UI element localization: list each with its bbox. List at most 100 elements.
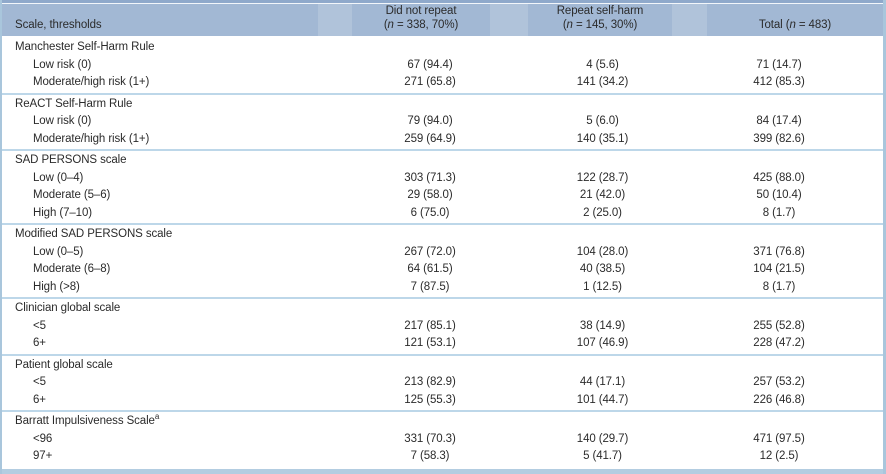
table-row: Low risk (0) 79 (94.0) 5 (6.0) 84 (17.4) [2, 113, 883, 131]
cell-did-not-repeat: 121 (53.1) [404, 337, 456, 350]
cell-repeat-self-harm: 40 (38.5) [579, 263, 626, 276]
header-column-gap [490, 4, 528, 37]
cell-repeat-self-harm: 4 (5.6) [586, 58, 619, 71]
row-threshold-label: <96 [33, 432, 53, 445]
cell-total: 257 (53.2) [753, 376, 805, 389]
cell-total: 228 (47.2) [753, 337, 805, 350]
cell-repeat-self-harm: 140 (35.1) [576, 132, 629, 145]
row-threshold-label: Moderate/high risk (1+) [33, 132, 150, 145]
cell-total: 226 (46.8) [753, 393, 805, 406]
cell-total: 8 (1.7) [762, 280, 796, 293]
section-label: SAD PERSONS scale [15, 154, 127, 167]
cell-repeat-self-harm: 1 (12.5) [583, 280, 622, 293]
row-threshold-label: High (>8) [33, 280, 80, 293]
table-row: 6+ 125 (55.3) 101 (44.7) 226 (46.8) [2, 392, 883, 410]
cell-total: 399 (82.6) [753, 132, 805, 145]
header-did-not-repeat: Did not repeat (n = 338, 70%) [352, 4, 490, 37]
row-threshold-label: 6+ [33, 337, 46, 350]
header-column-gap [672, 4, 707, 37]
cell-did-not-repeat: 29 (58.0) [407, 189, 453, 202]
cell-repeat-self-harm: 38 (14.9) [579, 319, 626, 332]
table-section: Barratt Impulsiveness Scalea <96 331 (70.3… [2, 412, 883, 467]
header-col3-title: Repeat self-harm [556, 5, 644, 18]
table-row: Moderate (6–8) 64 (61.5) 40 (38.5) 104 (21.… [2, 261, 883, 279]
cell-total: 50 (10.4) [756, 189, 802, 202]
cell-repeat-self-harm: 104 (28.0) [576, 245, 629, 258]
section-header-row: Patient global scale [2, 357, 883, 375]
cell-did-not-repeat: 7 (58.3) [410, 450, 450, 463]
table-header-row: Scale, thresholds Did not repeat (n = 33… [2, 4, 883, 37]
section-label: Clinician global scale [15, 302, 121, 315]
cell-total: 255 (52.8) [753, 319, 805, 332]
cell-total: 371 (76.8) [753, 245, 805, 258]
row-threshold-label: Low (0–4) [33, 171, 84, 184]
cell-repeat-self-harm: 101 (44.7) [576, 393, 629, 406]
section-header-row: Barratt Impulsiveness Scalea [2, 413, 883, 431]
section-header-row: Clinician global scale [2, 300, 883, 318]
cell-did-not-repeat: 64 (61.5) [407, 263, 453, 276]
table-section: ReACT Self-Harm Rule Low risk (0) 79 (94.0… [2, 95, 883, 152]
cell-repeat-self-harm: 141 (34.2) [576, 76, 629, 89]
cell-total: 8 (1.7) [762, 206, 796, 219]
table-row: <96 331 (70.3) 140 (29.7) 471 (97.5) [2, 431, 883, 449]
table-section: Modified SAD PERSONS scale Low (0–5) 267 (… [2, 225, 883, 300]
table-top-border [2, 0, 883, 4]
cell-repeat-self-harm: 5 (41.7) [583, 450, 622, 463]
section-header-row: Manchester Self-Harm Rule [2, 39, 883, 57]
table-row: High (7–10) 6 (75.0) 2 (25.0) 8 (1.7) [2, 205, 883, 223]
section-label: ReACT Self-Harm Rule [15, 97, 133, 110]
cell-did-not-repeat: 259 (64.9) [404, 132, 456, 145]
header-col1-label: Scale, thresholds [15, 19, 102, 32]
table-top-gapline [2, 3, 883, 5]
cell-total: 104 (21.5) [753, 263, 805, 276]
cell-did-not-repeat: 303 (71.3) [404, 171, 456, 184]
section-label: Patient global scale [15, 358, 113, 371]
cell-did-not-repeat: 271 (65.8) [404, 76, 456, 89]
cell-did-not-repeat: 217 (85.1) [404, 319, 456, 332]
row-threshold-label: Low (0–5) [33, 245, 84, 258]
table-row: 97+ 7 (58.3) 5 (41.7) 12 (2.5) [2, 448, 883, 466]
cell-total: 425 (88.0) [753, 171, 805, 184]
header-repeat-self-harm: Repeat self-harm (n = 145, 30%) [528, 4, 672, 37]
footnote-marker: a [154, 412, 160, 422]
section-header-row: SAD PERSONS scale [2, 152, 883, 170]
cell-repeat-self-harm: 122 (28.7) [576, 171, 629, 184]
table-row: <5 217 (85.1) 38 (14.9) 255 (52.8) [2, 318, 883, 336]
cell-did-not-repeat: 6 (75.0) [410, 206, 450, 219]
row-threshold-label: Low risk (0) [33, 115, 92, 128]
table-bottom-border [2, 468, 883, 474]
row-threshold-label: Moderate (6–8) [33, 263, 111, 276]
cell-repeat-self-harm: 21 (42.0) [579, 189, 626, 202]
cell-total: 471 (97.5) [753, 432, 805, 445]
table-section: Patient global scale <5 213 (82.9) 44 (17.1… [2, 356, 883, 413]
cell-total: 12 (2.5) [759, 450, 799, 463]
cell-did-not-repeat: 79 (94.0) [407, 115, 453, 128]
cell-did-not-repeat: 331 (70.3) [404, 432, 456, 445]
section-label: Manchester Self-Harm Rule [15, 41, 155, 54]
table-row: Low (0–5) 267 (72.0) 104 (28.0) 371 (76.8) [2, 244, 883, 262]
row-threshold-label: Low risk (0) [33, 58, 92, 71]
cell-did-not-repeat: 267 (72.0) [404, 245, 456, 258]
cell-did-not-repeat: 125 (55.3) [404, 393, 456, 406]
table-body: Manchester Self-Harm Rule Low risk (0) 67 … [2, 36, 883, 467]
header-col2-n: (n = 338, 70%) [383, 19, 459, 32]
table-row: 6+ 121 (53.1) 107 (46.9) 228 (47.2) [2, 335, 883, 353]
section-label: Barratt Impulsiveness Scalea [15, 412, 160, 428]
header-col3-n: (n = 145, 30%) [562, 19, 638, 32]
cell-total: 84 (17.4) [756, 115, 802, 128]
section-header-row: ReACT Self-Harm Rule [2, 96, 883, 114]
section-label: Modified SAD PERSONS scale [15, 228, 173, 241]
row-threshold-label: Moderate (5–6) [33, 189, 111, 202]
row-threshold-label: <5 [33, 319, 46, 332]
row-threshold-label: 6+ [33, 393, 46, 406]
cell-repeat-self-harm: 44 (17.1) [579, 376, 626, 389]
table-row: Moderate (5–6) 29 (58.0) 21 (42.0) 50 (10.4… [2, 187, 883, 205]
row-threshold-label: Moderate/high risk (1+) [33, 76, 150, 89]
cell-repeat-self-harm: 5 (6.0) [586, 115, 619, 128]
table-section: Clinician global scale <5 217 (85.1) 38 (14… [2, 299, 883, 356]
row-threshold-label: <5 [33, 376, 46, 389]
header-total: Total (n = 483) [707, 4, 883, 37]
row-threshold-label: 97+ [33, 450, 53, 463]
cell-total: 412 (85.3) [753, 76, 805, 89]
